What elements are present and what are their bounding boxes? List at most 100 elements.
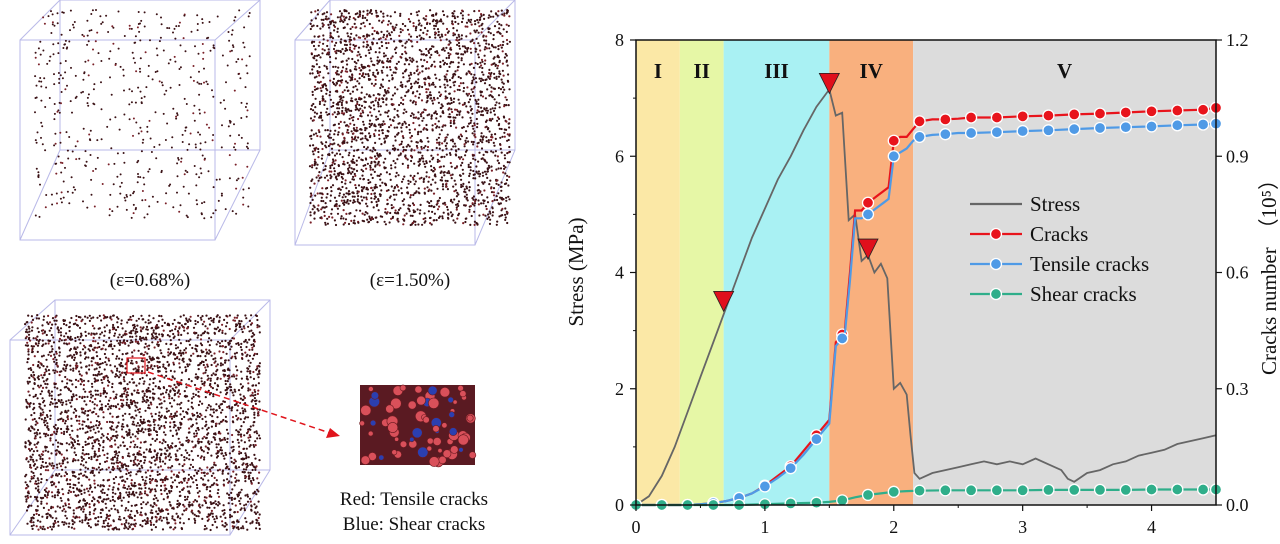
y2-tick-label: 1.2 xyxy=(1226,30,1249,50)
point-tensile-cracks xyxy=(1068,122,1081,136)
point-shear-cracks xyxy=(887,485,900,498)
x-tick-label: 3 xyxy=(1018,517,1027,537)
crack-box-b xyxy=(294,0,516,246)
point-shear-cracks xyxy=(939,484,952,497)
zoom-inset xyxy=(359,384,477,468)
point-tensile-cracks xyxy=(1016,124,1029,138)
point-tensile-cracks xyxy=(990,126,1004,139)
point-cracks xyxy=(1016,110,1029,123)
y2-tick-label: 0.3 xyxy=(1226,379,1249,399)
y-axis-ticks: 0 2 4 6 8 xyxy=(615,30,636,515)
point-cracks xyxy=(1119,106,1132,119)
point-tensile-cracks xyxy=(887,150,900,163)
x-tick-label: 4 xyxy=(1147,517,1156,537)
point-shear-cracks xyxy=(1196,483,1210,496)
series-layer xyxy=(629,87,1223,512)
point-cracks xyxy=(887,134,900,147)
point-cracks xyxy=(964,111,978,124)
stage-marker-triangle-1 xyxy=(712,290,735,313)
strain-label-a: (ε=0.68%) xyxy=(110,270,190,291)
point-shear-cracks xyxy=(913,484,926,497)
point-cracks xyxy=(1093,107,1107,120)
stage-label-2: II xyxy=(694,59,710,83)
y2-axis-label: Cracks number （10⁵） xyxy=(1257,169,1280,375)
stage-band-2 xyxy=(679,40,724,505)
zoom-arrow-head xyxy=(326,428,340,438)
stage-label-3: III xyxy=(764,59,789,83)
legend-line-tensile: Red: Tensile cracks xyxy=(340,489,488,510)
point-cracks xyxy=(1171,104,1184,117)
point-tensile-cracks xyxy=(784,462,797,475)
point-cracks xyxy=(1042,109,1055,122)
y-tick-label: 8 xyxy=(615,30,624,50)
y2-tick-label: 0.9 xyxy=(1226,146,1249,166)
point-shear-cracks xyxy=(1016,484,1029,497)
y2-tick-label: 0.6 xyxy=(1226,263,1249,283)
point-tensile-cracks xyxy=(758,480,772,493)
point-cracks xyxy=(913,115,926,128)
chart-legend: Stress Cracks Tensile cracks Shear cracks xyxy=(970,192,1149,306)
crack-box-a xyxy=(19,0,261,241)
point-tensile-cracks xyxy=(913,130,926,144)
stage-band-1 xyxy=(636,40,680,505)
crack-cloud-b xyxy=(308,9,511,227)
point-tensile-cracks xyxy=(939,128,952,141)
y2-axis-label-text: Cracks number xyxy=(1257,247,1280,375)
point-cracks xyxy=(1145,105,1158,118)
crack-box-c xyxy=(9,299,271,536)
series-line-stress xyxy=(635,87,1217,506)
point-shear-cracks xyxy=(1119,483,1132,497)
crack-cloud-a xyxy=(34,9,251,220)
point-tensile-cracks xyxy=(1145,120,1158,133)
y2-tick-label: 0.0 xyxy=(1226,495,1249,515)
point-tensile-cracks xyxy=(964,126,978,140)
stage-band-3 xyxy=(723,40,830,505)
y2-axis-unit: （10⁵） xyxy=(1257,169,1280,239)
strain-label-b: (ε=1.50%) xyxy=(370,270,450,291)
stage-marker-triangle-3 xyxy=(857,238,879,260)
legend-label: Stress xyxy=(1030,192,1080,216)
y-tick-label: 6 xyxy=(615,146,624,166)
point-shear-cracks xyxy=(861,488,875,502)
point-shear-cracks xyxy=(1171,483,1184,496)
legend-label: Cracks xyxy=(1030,222,1088,246)
x-tick-label: 0 xyxy=(632,517,641,537)
zoom-arrow xyxy=(147,371,331,434)
point-shear-cracks xyxy=(964,484,978,497)
y-tick-label: 4 xyxy=(615,263,624,283)
point-cracks xyxy=(861,196,875,209)
x-tick-label: 2 xyxy=(889,517,898,537)
point-tensile-cracks xyxy=(1119,121,1132,134)
legend-line-shear: Blue: Shear cracks xyxy=(343,514,485,535)
zoom-region-marker xyxy=(126,357,146,374)
point-tensile-cracks xyxy=(1196,118,1210,131)
point-tensile-cracks xyxy=(1171,119,1184,132)
y2-axis-ticks: 0.0 0.3 0.6 0.9 1.2 xyxy=(1216,30,1249,515)
point-shear-cracks xyxy=(836,494,849,507)
point-tensile-cracks xyxy=(810,432,823,446)
x-axis-ticks: 0 1 2 3 4 xyxy=(632,505,1156,537)
point-cracks xyxy=(990,111,1004,124)
point-shear-cracks xyxy=(1042,483,1055,497)
point-tensile-cracks xyxy=(861,208,875,221)
crack-cloud-c xyxy=(24,314,262,532)
crack-distribution-panels: (ε=0.68%) (ε=1.50%) Red: Tensile cracks … xyxy=(9,0,516,536)
point-cracks xyxy=(939,113,952,126)
legend-marker xyxy=(989,227,1003,241)
point-shear-cracks xyxy=(990,484,1004,497)
point-tensile-cracks xyxy=(836,332,849,345)
point-shear-cracks xyxy=(810,496,823,509)
y-tick-label: 2 xyxy=(615,379,624,399)
legend-label: Shear cracks xyxy=(1030,282,1137,306)
x-tick-label: 1 xyxy=(760,517,769,537)
annotation-markers xyxy=(712,73,879,313)
stage-label-1: I xyxy=(654,59,662,83)
stage-band-4 xyxy=(829,40,914,505)
stage-label-4: IV xyxy=(860,59,883,83)
point-tensile-cracks xyxy=(1042,124,1055,137)
y-axis-label: Stress (MPa) xyxy=(564,217,588,326)
stage-marker-triangle-2 xyxy=(818,73,840,95)
point-shear-cracks xyxy=(1145,483,1158,496)
point-shear-cracks xyxy=(1068,483,1081,497)
